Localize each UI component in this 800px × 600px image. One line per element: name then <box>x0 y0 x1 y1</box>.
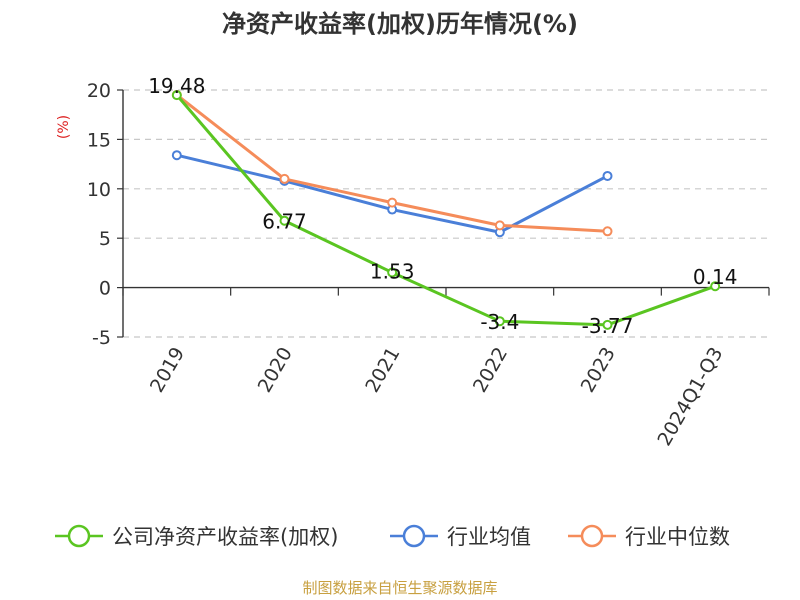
data-point[interactable] <box>279 173 290 184</box>
data-point[interactable] <box>171 90 182 101</box>
x-tick-label: 2020 <box>254 344 297 397</box>
legend-marker-icon <box>580 524 604 548</box>
y-tick-label: 10 <box>87 179 111 201</box>
data-point[interactable] <box>387 197 398 208</box>
x-tick-label: 2023 <box>577 344 620 397</box>
x-tick-label: 2019 <box>146 344 189 397</box>
data-point[interactable] <box>602 170 613 181</box>
data-point[interactable] <box>387 267 398 278</box>
x-tick-label: 2022 <box>469 344 512 397</box>
data-label: 1.53 <box>370 259 415 283</box>
data-point[interactable] <box>279 215 290 226</box>
legend-marker-icon <box>402 524 426 548</box>
series-lines <box>171 89 721 330</box>
data-label: 0.14 <box>693 265 738 289</box>
y-axis-label: (%) <box>56 115 72 139</box>
axes: -5 0 5 10 15 20 2019 2020 2021 2022 2023 2024Q1-Q3 <box>87 80 770 450</box>
data-point[interactable] <box>494 220 505 231</box>
legend-marker-icon <box>67 524 91 548</box>
legend-item[interactable]: 行业中位数 <box>568 524 730 549</box>
data-point[interactable] <box>710 281 721 292</box>
x-tick-label: 2024Q1-Q3 <box>653 344 727 450</box>
y-tick-label: 0 <box>99 278 111 300</box>
chart-title: 净资产收益率(加权)历年情况(%) <box>222 10 578 38</box>
data-point[interactable] <box>602 226 613 237</box>
series-line <box>175 94 716 327</box>
series-line <box>176 153 609 234</box>
grid-lines <box>123 89 769 338</box>
data-label: -3.77 <box>582 314 634 338</box>
legend-item[interactable]: 公司净资产收益率(加权) <box>55 524 338 549</box>
legend-item[interactable]: 行业均值 <box>390 524 531 549</box>
y-tick-label: -5 <box>92 327 111 349</box>
legend-label: 行业中位数 <box>625 525 730 549</box>
data-point[interactable] <box>171 150 182 161</box>
data-label: 6.77 <box>262 210 307 234</box>
data-source-note: 制图数据来自恒生聚源数据库 <box>302 579 497 597</box>
y-tick-label: 15 <box>87 129 111 151</box>
data-point[interactable] <box>494 316 505 327</box>
y-tick-label: 20 <box>87 80 111 102</box>
legend-label: 行业均值 <box>447 525 531 549</box>
legend[interactable]: 公司净资产收益率(加权) 行业均值 行业中位数 <box>55 524 730 549</box>
data-labels: 19.48 6.77 1.53 -3.4 -3.77 0.14 <box>148 74 737 338</box>
legend-label: 公司净资产收益率(加权) <box>112 525 338 549</box>
x-tick-label: 2021 <box>361 344 404 397</box>
data-label: 19.48 <box>148 74 205 98</box>
y-tick-label: 5 <box>99 228 111 250</box>
data-label: -3.4 <box>480 310 519 334</box>
data-point[interactable] <box>602 319 613 330</box>
